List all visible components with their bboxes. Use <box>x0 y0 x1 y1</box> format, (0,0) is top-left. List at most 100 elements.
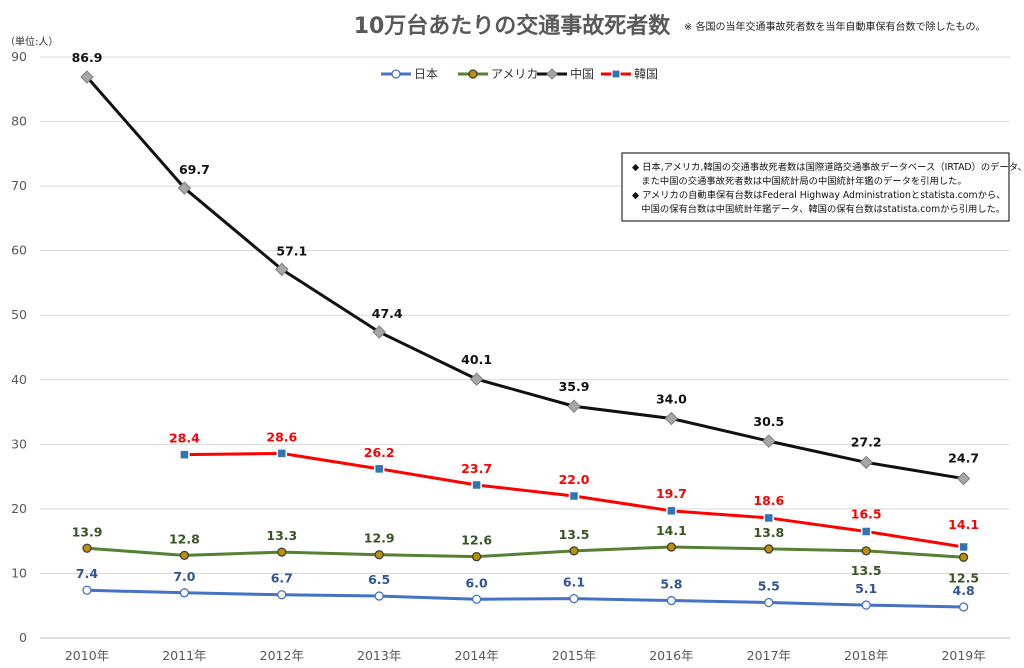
legend-label: 韓国 <box>634 67 658 81</box>
data-label: 34.0 <box>656 392 687 407</box>
data-label: 40.1 <box>461 352 492 367</box>
legend-marker <box>611 69 621 79</box>
y-tick-label: 60 <box>11 243 27 258</box>
y-tick-label: 80 <box>11 114 27 129</box>
data-label: 7.0 <box>173 569 195 584</box>
legend-label: 日本 <box>414 67 438 81</box>
data-point <box>762 434 776 448</box>
y-tick-label: 0 <box>19 630 27 645</box>
y-tick-label: 20 <box>11 501 27 516</box>
data-label: 69.7 <box>179 162 210 177</box>
y-tick-label: 90 <box>11 49 27 64</box>
title-note: ※ 各国の当年交通事故死者数を当年自動車保有台数で除したもの。 <box>684 20 986 33</box>
series-line <box>86 588 964 609</box>
x-tick-label: 2011年 <box>162 648 206 663</box>
data-label: 6.0 <box>466 575 488 590</box>
legend-label: 中国 <box>570 66 594 81</box>
x-tick-label: 2016年 <box>649 648 693 663</box>
data-label: 19.7 <box>656 486 687 501</box>
data-point <box>567 399 581 413</box>
data-point <box>82 585 92 595</box>
source-note-box: ◆ 日本,アメリカ,韓国の交通事故死者数は国際道路交通事故データベース（IRTA… <box>621 152 1024 222</box>
data-point <box>374 591 384 601</box>
data-point <box>569 593 579 604</box>
legend-marker <box>546 68 558 80</box>
data-point <box>764 597 774 608</box>
data-point <box>861 600 871 610</box>
data-point <box>664 411 679 426</box>
data-point <box>82 543 92 553</box>
y-tick-label: 40 <box>11 372 27 387</box>
data-label: 12.6 <box>461 533 492 548</box>
legend-marker <box>468 69 478 79</box>
data-label: 28.4 <box>169 431 200 446</box>
x-tick-label: 2017年 <box>747 648 791 663</box>
series-lines <box>85 76 964 609</box>
data-label: 30.5 <box>753 414 784 429</box>
data-label: 5.1 <box>855 581 877 596</box>
source-note-line: ◆ 日本,アメリカ,韓国の交通事故死者数は国際道路交通事故データベース（IRTA… <box>632 161 1024 173</box>
series-markers <box>80 70 971 612</box>
x-tick-label: 2018年 <box>844 648 888 663</box>
data-point <box>666 505 677 517</box>
data-label: 12.9 <box>364 531 395 546</box>
y-tick-label: 50 <box>11 307 27 322</box>
data-point <box>471 479 482 491</box>
data-point <box>958 552 969 562</box>
source-note-line: ◆ アメリカの自動車保有台数はFederal Highway Administr… <box>632 189 1006 201</box>
data-label: 13.5 <box>559 527 590 542</box>
legend-marker <box>391 69 401 79</box>
data-point <box>569 546 579 556</box>
chart-title: 10万台あたりの交通事故死者数 <box>354 13 672 39</box>
data-point <box>763 512 775 524</box>
data-point <box>666 542 677 552</box>
data-point <box>177 181 192 195</box>
data-label: 86.9 <box>72 50 103 65</box>
source-note-border <box>621 152 1010 222</box>
data-label: 22.0 <box>559 472 590 487</box>
data-point <box>860 526 872 537</box>
data-label: 47.4 <box>372 306 403 321</box>
legend: 日本 アメリカ 中国 韓国 <box>381 66 658 81</box>
data-point <box>861 546 871 556</box>
data-point <box>372 325 386 339</box>
data-label: 13.9 <box>72 524 103 539</box>
data-point <box>958 541 969 553</box>
x-tick-label: 2010年 <box>65 648 109 663</box>
source-note-line: また中国の交通事故死者数は中国統計局の中国統計年鑑のデータを引用した。 <box>632 175 967 187</box>
y-tick-label: 10 <box>11 565 27 580</box>
y-axis-ticks: 0 10 20 30 40 50 60 70 80 90 <box>11 49 27 645</box>
data-labels: 7.4 7.0 6.7 6.5 6.0 6.1 5.8 5.5 5.1 4.8 13.9 12.8 13… <box>72 50 979 598</box>
data-point <box>859 455 873 470</box>
data-label: 14.1 <box>948 517 979 532</box>
data-label: 6.1 <box>563 575 585 590</box>
data-label: 57.1 <box>276 243 307 258</box>
x-axis-ticks: 2010年 2011年 2012年 2013年 2014年 2015年 2016年 2017年… <box>65 648 986 663</box>
unit-label: （単位:人） <box>5 35 58 48</box>
legend-label: アメリカ <box>491 67 538 81</box>
data-label: 12.5 <box>948 570 979 585</box>
data-label: 6.5 <box>368 572 390 587</box>
data-point <box>277 590 287 600</box>
data-point <box>471 594 482 604</box>
data-label: 28.6 <box>266 429 297 444</box>
data-point <box>179 449 190 460</box>
data-label: 16.5 <box>851 506 882 521</box>
y-tick-label: 30 <box>11 436 27 451</box>
data-point <box>471 552 482 562</box>
x-tick-label: 2013年 <box>357 648 401 663</box>
data-label: 14.1 <box>656 523 687 538</box>
data-point <box>958 602 969 612</box>
data-label: 24.7 <box>948 451 979 466</box>
x-tick-label: 2014年 <box>454 648 498 663</box>
data-label: 5.8 <box>660 577 682 592</box>
data-point <box>179 588 190 598</box>
data-point <box>956 471 971 486</box>
data-point <box>277 547 287 557</box>
x-tick-label: 2012年 <box>260 648 304 663</box>
data-label: 6.7 <box>271 571 293 586</box>
data-point <box>80 70 94 84</box>
data-point <box>276 448 288 459</box>
data-point <box>666 595 677 606</box>
data-point <box>374 550 384 560</box>
